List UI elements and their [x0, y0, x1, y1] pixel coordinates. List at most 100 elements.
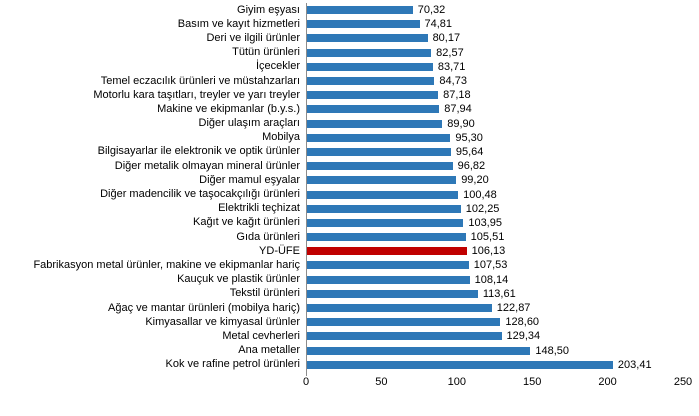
plot-area: 95,64: [306, 144, 683, 160]
category-label: Bilgisayarlar ile elektronik ve optik ür…: [97, 145, 300, 158]
bar: [307, 332, 502, 341]
plot-area: 87,18: [306, 88, 683, 103]
plot-area: 107,53: [306, 258, 683, 273]
bar-row: YD-ÜFE 106,13: [0, 244, 683, 259]
value-label: 99,20: [461, 174, 489, 187]
value-label: 148,50: [535, 344, 569, 357]
bar-row: Kağıt ve kağıt ürünleri 103,95: [0, 215, 683, 230]
bar-row: Metal cevherleri 129,34: [0, 329, 683, 344]
value-label: 102,25: [465, 202, 500, 215]
value-label: 113,61: [482, 287, 516, 300]
bar: [307, 304, 492, 313]
bar: [307, 233, 466, 242]
category-label: Tütün ürünleri: [232, 46, 300, 59]
value-label: 103,95: [468, 216, 502, 229]
value-label: 89,90: [447, 117, 475, 130]
value-label: 87,94: [444, 103, 472, 116]
value-label: 128,60: [505, 316, 540, 329]
plot-area: 106,13: [306, 244, 683, 259]
plot-area: 87,94: [306, 102, 683, 117]
bar-row: Kauçuk ve plastik ürünler 108,14: [0, 272, 683, 287]
plot-area: 128,60: [306, 315, 683, 330]
value-label: 95,64: [455, 145, 484, 158]
plot-area: 96,82: [306, 159, 683, 174]
category-label: Diğer metalik olmayan mineral ürünler: [114, 159, 300, 172]
category-label: Basım ve kayıt hizmetleri: [177, 17, 300, 30]
plot-area: 99,20: [306, 173, 683, 188]
category-label: Tekstil ürünleri: [229, 287, 300, 300]
bar-row: Elektrikli teçhizat 102,25: [0, 201, 683, 216]
bar: [307, 119, 443, 128]
plot-area: 203,41: [306, 357, 683, 372]
category-label: Ağaç ve mantar ürünleri (mobilya hariç): [108, 301, 300, 314]
plot-area: 148,50: [306, 343, 683, 358]
category-label: Metal cevherleri: [222, 329, 300, 342]
value-label: 80,17: [432, 32, 461, 45]
plot-area: 84,73: [306, 73, 683, 89]
plot-area: 82,57: [306, 45, 683, 60]
bars-container: Giyim eşyası 70,32 Basım ve kayıt hizmetle…: [0, 3, 683, 372]
bar: [307, 204, 461, 213]
x-axis-tick-label: 200: [598, 376, 617, 388]
bar: [307, 289, 478, 298]
category-label: Elektrikli teçhizat: [218, 202, 300, 215]
category-label: Deri ve ilgili ürünler: [206, 31, 300, 44]
bar: [307, 147, 451, 156]
category-label: YD-ÜFE: [259, 244, 300, 257]
bar: [307, 48, 432, 57]
bar-row: Fabrikasyon metal ürünler, makine ve eki…: [0, 258, 683, 273]
category-label: Mobilya: [262, 131, 300, 144]
bar: [307, 34, 428, 43]
bar: [307, 77, 435, 86]
plot-area: 70,32: [306, 3, 683, 18]
plot-area: 74,81: [306, 17, 683, 32]
category-label: Kok ve rafine petrol ürünleri: [165, 358, 300, 371]
category-label: Kimyasallar ve kimyasal ürünler: [145, 315, 300, 328]
bar: [307, 176, 457, 185]
bar: [307, 318, 501, 327]
bar-row: Diğer ulaşım araçları 89,90: [0, 116, 683, 131]
plot-area: 100,48: [306, 187, 683, 202]
bar-row: Diğer madencilik ve taşocakçılığı ürünle…: [0, 187, 683, 202]
category-label: Kağıt ve kağıt ürünleri: [192, 216, 300, 229]
value-label: 106,13: [471, 245, 506, 258]
plot-area: 129,34: [306, 329, 683, 344]
bar-row: Ana metaller 148,50: [0, 343, 683, 358]
category-label: Ana metaller: [238, 344, 300, 357]
category-label: Gıda ürünleri: [236, 230, 300, 243]
plot-area: 113,61: [306, 286, 683, 301]
x-axis-tick-label: 100: [447, 376, 466, 388]
bar: [307, 247, 467, 256]
value-label: 108,14: [474, 273, 509, 286]
value-label: 100,48: [463, 188, 497, 201]
plot-area: 83,71: [306, 59, 683, 74]
plot-area: 95,30: [306, 130, 683, 145]
value-label: 83,71: [437, 60, 466, 73]
bar-row: Basım ve kayıt hizmetleri 74,81: [0, 17, 683, 32]
bar: [307, 261, 469, 270]
value-label: 84,73: [439, 75, 467, 88]
x-axis-tick-label: 50: [375, 376, 388, 388]
category-label: Diğer ulaşım araçları: [198, 117, 300, 130]
value-label: 82,57: [436, 46, 464, 59]
bar-row: Kok ve rafine petrol ürünleri 203,41: [0, 357, 683, 372]
bar: [307, 62, 433, 71]
category-label: Makine ve ekipmanlar (b.y.s.): [157, 102, 300, 115]
x-axis-zero-tick: [306, 372, 307, 376]
bar-row: Temel eczacılık ürünleri ve müstahzarlar…: [0, 73, 683, 89]
value-label: 95,30: [455, 131, 483, 144]
plot-area: 105,51: [306, 230, 683, 245]
value-label: 74,81: [424, 18, 453, 31]
bar: [307, 20, 420, 29]
bar: [307, 6, 413, 15]
bar-row: Diğer mamul eşyalar 99,20: [0, 173, 683, 188]
plot-area: 80,17: [306, 31, 683, 46]
category-label: Diğer mamul eşyalar: [199, 173, 300, 186]
bar: [307, 133, 451, 142]
value-label: 122,87: [496, 302, 531, 315]
x-axis-tick-label: 0: [302, 376, 310, 388]
bar-row: Tütün ürünleri 82,57: [0, 45, 683, 60]
category-label: Motorlu kara taşıtları, treyler ve yarı …: [93, 88, 300, 101]
bar-row: Gıda ürünleri 105,51: [0, 230, 683, 245]
